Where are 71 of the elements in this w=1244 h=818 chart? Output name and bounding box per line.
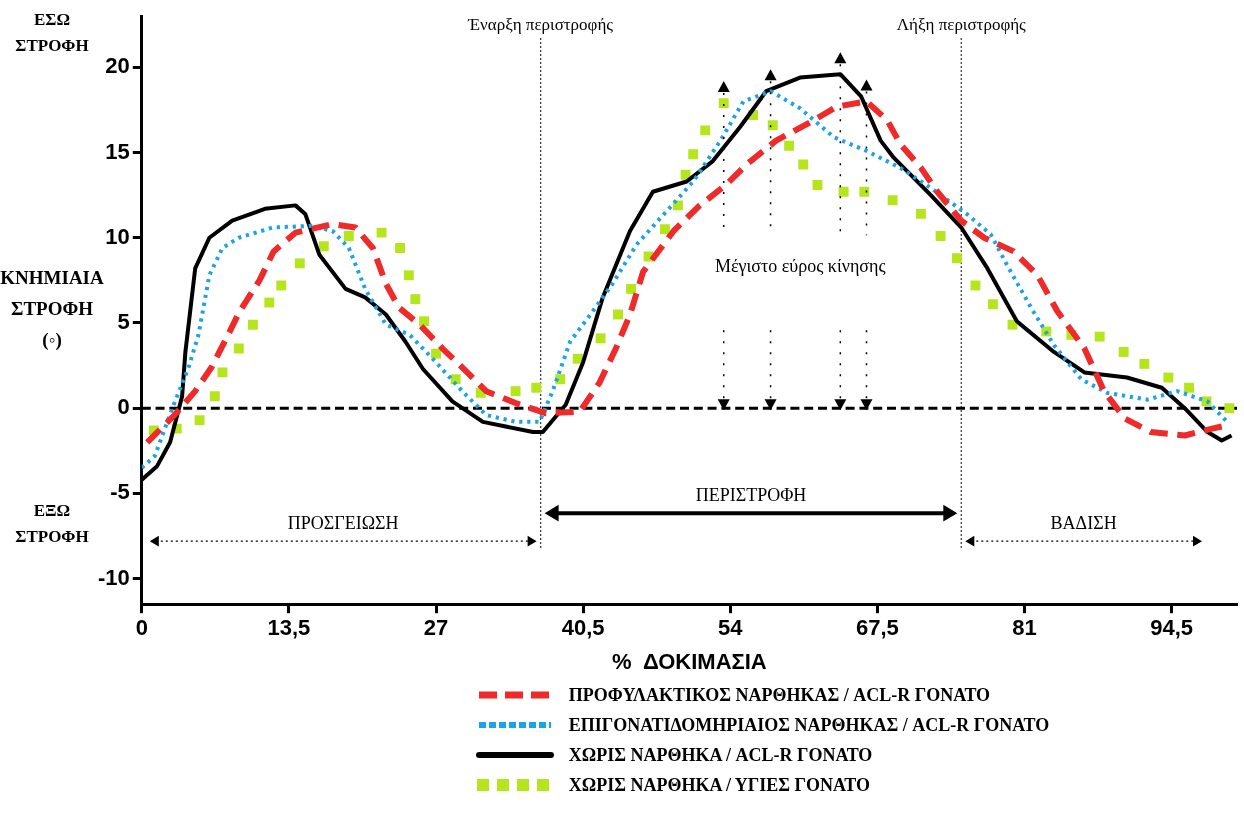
point — [626, 283, 637, 294]
point — [510, 386, 521, 397]
point — [887, 195, 898, 206]
y-tick-label: 5 — [117, 309, 130, 335]
legend-label: ΧΩΡΙΣ ΝΑΡΘΗΚΑ / ACL-R ΓΟΝΑΤΟ — [568, 744, 873, 766]
point — [410, 294, 421, 305]
point — [419, 316, 429, 327]
point — [276, 280, 287, 291]
point — [859, 186, 870, 197]
annotation: ΒΑΔΙΣΗ — [1050, 512, 1117, 533]
y-tick-label: 15 — [105, 138, 130, 164]
point — [209, 391, 220, 402]
point — [376, 227, 387, 238]
ref-line-label: Έναρξη περιστροφής — [467, 14, 614, 34]
point — [217, 367, 228, 378]
point — [1184, 382, 1194, 393]
point — [248, 319, 258, 330]
point — [951, 253, 962, 264]
x-tick-label: 94,5 — [1150, 615, 1194, 641]
point — [700, 125, 711, 136]
point — [395, 243, 406, 253]
point — [595, 333, 606, 344]
y-tick-label: 10 — [105, 223, 130, 249]
point — [767, 120, 778, 131]
point — [987, 299, 998, 310]
text: ΕΣΩ ΣΤΡΟΦΗ — [15, 9, 89, 55]
point — [403, 270, 414, 281]
y-axis-title: ΚΝΗΜΙΑΙΑ ΣΤΡΟΦΗ (◦) — [0, 267, 104, 352]
point — [812, 179, 823, 190]
point — [838, 186, 849, 197]
annotation: ΠΡΟΣΓΕΙΩΣΗ — [287, 512, 399, 533]
legend-label: ΧΩΡΙΣ ΝΑΡΘΗΚΑ / ΥΓΙΕΣ ΓΟΝΑΤΟ — [568, 774, 870, 796]
annotation: Μέγιστο εύρος κίνησης — [714, 255, 886, 276]
point — [233, 343, 244, 354]
point — [294, 258, 305, 269]
x-tick-label: 27 — [423, 615, 449, 641]
point — [613, 309, 623, 320]
ref-line-label: Λήξη περιστροφής — [896, 14, 1027, 34]
x-tick-label: 40,5 — [561, 615, 605, 641]
x-tick-label: 81 — [1012, 615, 1037, 641]
y-tick-label: -10 — [98, 564, 130, 590]
y-tick-label: -5 — [110, 479, 130, 505]
point — [798, 159, 809, 170]
x-tick-label: 67,5 — [855, 615, 899, 641]
y-tick-label: 0 — [117, 394, 130, 420]
y-tick-label: 20 — [105, 53, 130, 79]
legend-label: ΠΡΟΦΥΛΑΚΤΙΚΟΣ ΝΑΡΘΗΚΑΣ / ACL-R ΓΟΝΑΤΟ — [568, 684, 991, 706]
point — [718, 98, 729, 109]
point — [1139, 358, 1150, 369]
point — [431, 348, 441, 359]
point — [531, 382, 542, 393]
point — [1118, 347, 1129, 357]
point — [1094, 331, 1105, 342]
point — [194, 415, 205, 426]
text: ΕΞΩ ΣΤΡΟΦΗ — [15, 500, 89, 546]
point — [1224, 403, 1235, 414]
point — [935, 231, 946, 242]
point — [264, 297, 275, 308]
point — [688, 149, 699, 160]
point — [1163, 372, 1174, 383]
x-tick-label: 54 — [718, 615, 744, 641]
x-tick-label: 0 — [135, 615, 148, 641]
point — [916, 208, 926, 219]
point — [784, 140, 795, 151]
point — [318, 241, 329, 252]
x-axis-title: % ΔΟΚΙΜΑΣΙΑ — [612, 648, 767, 674]
annotation: ΠΕΡΙΣΤΡΟΦΗ — [695, 484, 807, 505]
legend-label: ΕΠΙΓΟΝΑΤΙΔΟΜΗΡΙΑΙΟΣ ΝΑΡΘΗΚΑΣ / ACL-R ΓΟΝΑΤΟ — [568, 714, 1050, 736]
point — [659, 224, 670, 235]
x-tick-label: 13,5 — [267, 615, 311, 641]
point — [343, 231, 354, 242]
